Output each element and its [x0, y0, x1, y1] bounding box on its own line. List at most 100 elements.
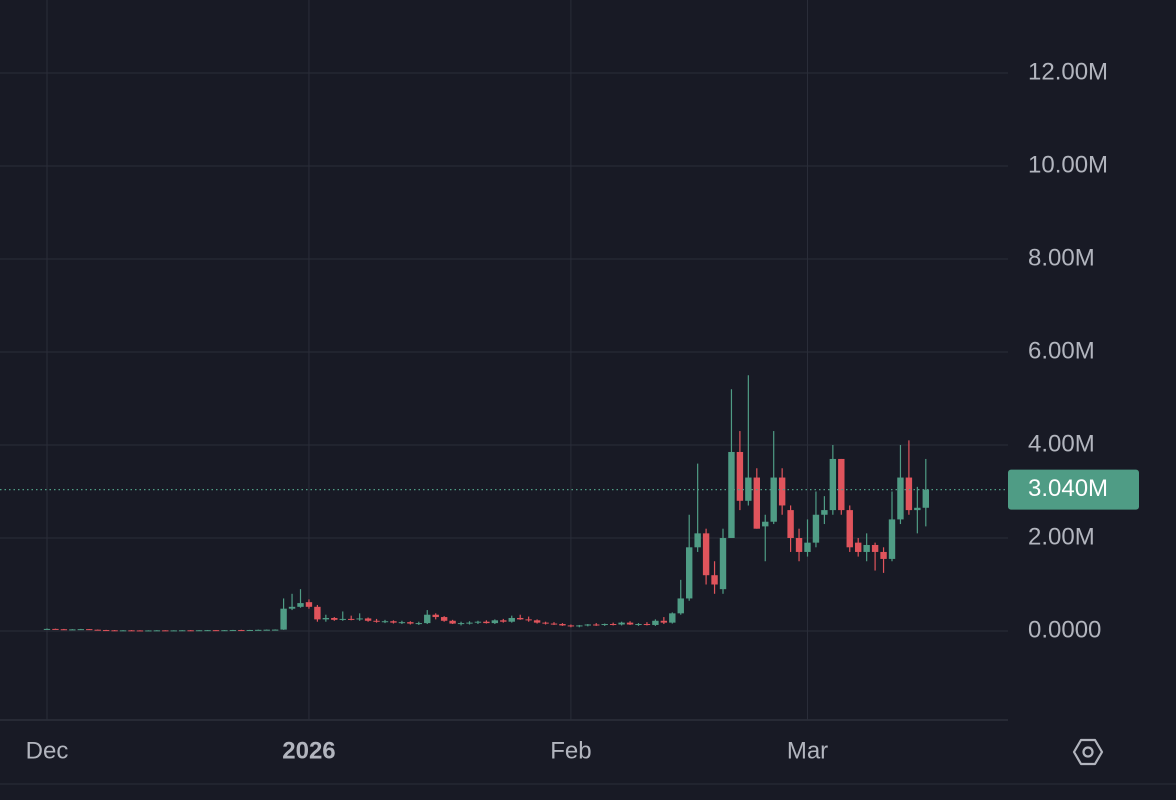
- candle-body: [212, 630, 220, 632]
- candle-body: [812, 514, 820, 543]
- candle-body: [728, 451, 735, 539]
- candle-body: [694, 533, 701, 548]
- candle-body: [43, 628, 51, 630]
- candle-body: [153, 630, 161, 632]
- candle-body: [449, 620, 456, 624]
- candle-body: [373, 620, 380, 622]
- candle-body: [795, 538, 803, 552]
- candle-body: [584, 624, 591, 626]
- y-tick-label: 10.00M: [1028, 151, 1108, 178]
- candle-body: [922, 489, 929, 508]
- candle-body: [601, 624, 608, 626]
- x-tick-label: 2026: [282, 737, 335, 764]
- candle-body: [128, 630, 135, 632]
- candle-body: [246, 629, 253, 631]
- candle-body: [339, 618, 346, 620]
- candle-body: [466, 622, 473, 624]
- candle-body: [136, 630, 144, 632]
- candle-body: [559, 624, 566, 626]
- candle-body: [855, 542, 862, 552]
- candle-body: [390, 621, 397, 623]
- candle-body: [778, 477, 786, 506]
- candle-body: [348, 618, 355, 620]
- candle-body: [500, 620, 507, 622]
- candle-body: [407, 622, 414, 624]
- candle-body: [111, 630, 118, 632]
- candle-body: [483, 621, 490, 624]
- candle-body: [542, 622, 549, 624]
- candle-body: [821, 510, 828, 515]
- last-price-tag: [1008, 469, 1139, 510]
- candle-body: [753, 477, 760, 529]
- candle-body: [550, 623, 558, 625]
- candle-body: [440, 617, 448, 621]
- candle-body: [271, 629, 279, 631]
- candle-body: [238, 630, 245, 632]
- y-tick-label: 4.00M: [1028, 430, 1095, 457]
- candle-body: [888, 519, 896, 559]
- candle-body: [179, 630, 186, 632]
- candle-body: [863, 544, 870, 552]
- candle-body: [52, 628, 59, 630]
- candle-body: [677, 598, 684, 614]
- candle-body: [69, 629, 76, 631]
- candle-body: [204, 630, 211, 632]
- candle-body: [593, 624, 600, 626]
- candle-body: [415, 623, 422, 625]
- candle-body: [119, 630, 127, 632]
- y-tick-label: 2.00M: [1028, 523, 1095, 550]
- candle-body: [711, 575, 718, 585]
- candle-body: [846, 510, 853, 548]
- y-tick-label: 0.0000: [1028, 616, 1101, 643]
- candle-body: [838, 458, 845, 511]
- candle-body: [804, 542, 811, 552]
- candle-body: [297, 603, 304, 607]
- candle-body: [381, 621, 389, 623]
- candle-body: [669, 613, 676, 623]
- candle-body: [398, 622, 406, 624]
- candle-body: [86, 629, 93, 631]
- candle-body: [364, 618, 372, 621]
- candle-body: [702, 533, 710, 576]
- settings-icon[interactable]: [1072, 738, 1104, 766]
- candle-body: [263, 629, 270, 631]
- candle-body: [533, 620, 541, 623]
- candle-body: [280, 608, 287, 630]
- candle-body: [94, 629, 101, 631]
- candle-body: [660, 620, 668, 623]
- x-tick-label: Dec: [26, 737, 69, 764]
- candle-body: [322, 617, 330, 620]
- candle-body: [508, 617, 515, 622]
- candle-body: [170, 630, 177, 632]
- candle-body: [288, 606, 296, 609]
- candle-body: [162, 630, 169, 632]
- candle-body: [719, 538, 727, 590]
- candle-body: [626, 622, 634, 625]
- candle-body: [432, 614, 439, 618]
- candle-body: [905, 477, 913, 511]
- candle-body: [635, 624, 642, 626]
- candle-body: [356, 618, 363, 620]
- candle-body: [576, 625, 583, 627]
- candle-body: [643, 624, 651, 626]
- candle-body: [686, 547, 693, 599]
- y-tick-label: 8.00M: [1028, 244, 1095, 271]
- candle-body: [517, 617, 524, 620]
- candle-body: [331, 617, 338, 620]
- candle-body: [567, 625, 575, 627]
- candle-body: [221, 630, 228, 632]
- candle-body: [914, 507, 921, 511]
- last-price-label: 3.040M: [1028, 475, 1108, 502]
- candle-body: [880, 551, 887, 559]
- y-tick-label: 6.00M: [1028, 337, 1095, 364]
- candle-body: [255, 629, 262, 631]
- candle-body: [491, 620, 499, 624]
- candle-body: [77, 629, 84, 631]
- candle-body: [187, 630, 194, 632]
- candle-body: [229, 630, 237, 632]
- candle-body: [145, 630, 152, 632]
- candle-body: [195, 630, 203, 632]
- candle-body: [787, 510, 794, 539]
